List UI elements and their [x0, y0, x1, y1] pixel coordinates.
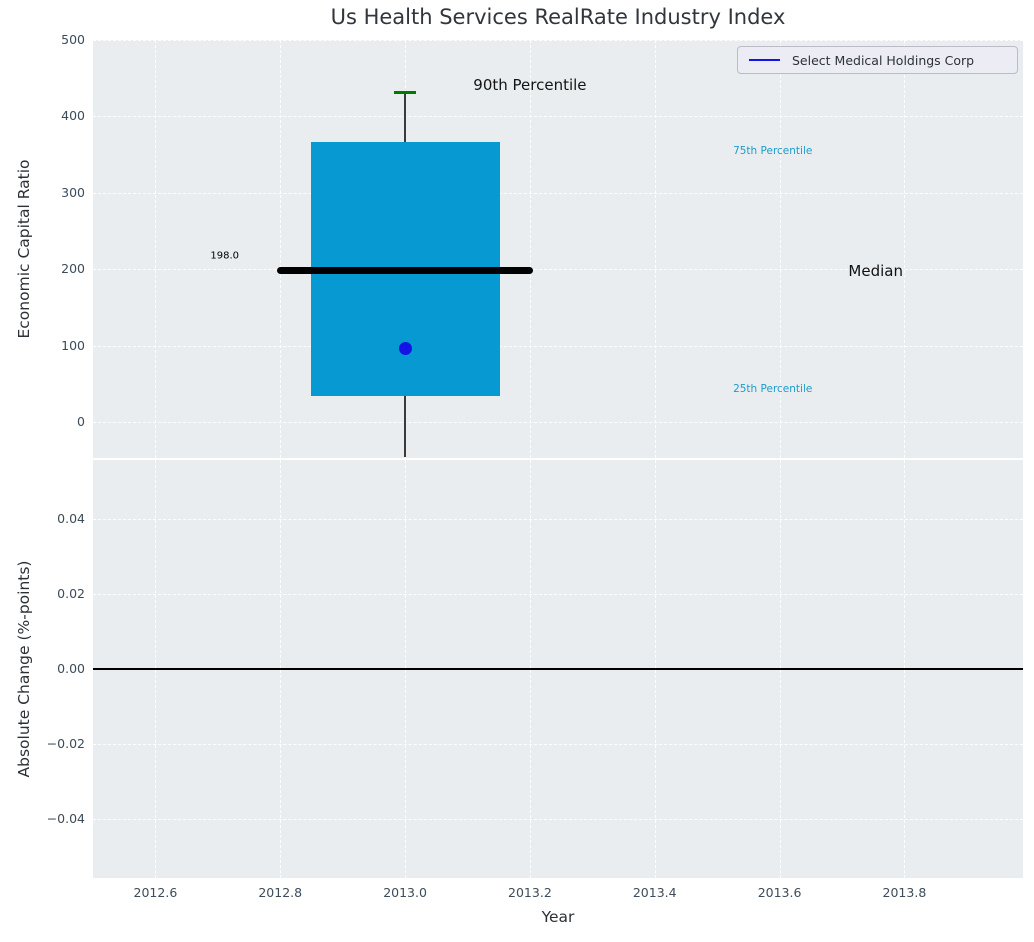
gridline-vertical — [529, 40, 531, 458]
y-tick-label-bottom: 0.02 — [57, 585, 85, 601]
axes-top-economic-capital-ratio: 198.0 90th Percentile 75th Percentile Media… — [93, 40, 1023, 458]
gridline-horizontal — [93, 819, 1023, 821]
x-tick-label: 2012.8 — [258, 885, 303, 900]
legend: Select Medical Holdings Corp — [737, 46, 1018, 74]
gridline-horizontal — [93, 116, 1023, 118]
axes-bottom-absolute-change — [93, 460, 1023, 878]
x-tick-label: 2013.0 — [383, 885, 427, 900]
legend-entry-label: Select Medical Holdings Corp — [792, 52, 975, 68]
annotation-25th-percentile: 25th Percentile — [733, 382, 813, 395]
zero-change-line — [93, 668, 1023, 670]
company-data-point-marker — [398, 342, 412, 356]
x-tick-label: 2013.8 — [882, 885, 927, 900]
y-tick-label-top: 500 — [61, 32, 85, 47]
annotation-90th-percentile: 90th Percentile — [473, 76, 587, 95]
gridline-horizontal — [93, 518, 1023, 520]
gridline-vertical — [155, 40, 157, 458]
boxplot-90th-percentile-cap — [394, 91, 417, 95]
chart-title: Us Health Services RealRate Industry Ind… — [330, 5, 786, 29]
y-tick-label-bottom: −0.04 — [46, 811, 85, 827]
y-tick-label-bottom: 0.04 — [57, 510, 85, 526]
gridline-horizontal — [93, 192, 1023, 194]
gridline-horizontal — [93, 269, 1023, 271]
y-tick-label-top: 0 — [77, 414, 85, 430]
x-axis-label: Year — [541, 908, 575, 926]
boxplot-median-line — [277, 267, 534, 275]
x-tick-label: 2013.6 — [757, 885, 802, 900]
annotation-198-0: 198.0 — [210, 250, 240, 262]
legend-line-sample-icon — [749, 58, 780, 62]
x-tick-label: 2013.4 — [632, 885, 677, 900]
annotation-median: Median — [848, 261, 903, 280]
y-tick-label-bottom: 0.00 — [57, 661, 85, 676]
y-tick-label-top: 100 — [61, 337, 85, 353]
y-tick-label-top: 400 — [61, 108, 85, 124]
gridline-horizontal — [93, 40, 1023, 41]
gridline-horizontal — [93, 422, 1023, 424]
gridline-horizontal — [93, 593, 1023, 595]
gridline-vertical — [904, 40, 906, 458]
gridline-vertical — [654, 40, 656, 458]
y-tick-label-bottom: −0.02 — [46, 736, 85, 752]
gridline-horizontal — [93, 345, 1023, 347]
gridline-horizontal — [93, 744, 1023, 746]
x-tick-label: 2013.2 — [508, 885, 552, 900]
annotation-75th-percentile: 75th Percentile — [733, 144, 813, 157]
x-tick-label: 2012.6 — [133, 885, 178, 900]
gridline-vertical — [280, 40, 282, 458]
y-tick-label-top: 300 — [61, 184, 85, 200]
y-tick-label-top: 200 — [61, 261, 85, 277]
gridline-vertical — [779, 40, 781, 458]
